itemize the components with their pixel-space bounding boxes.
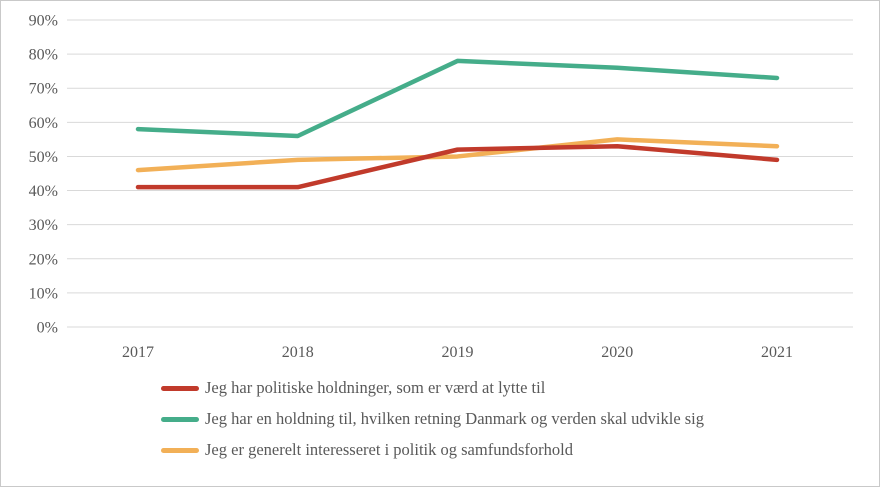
y-axis-tick-label: 70% [29,81,58,98]
legend-item: Jeg har politiske holdninger, som er vær… [161,378,704,397]
legend-line-swatch-icon [161,447,199,453]
y-axis-tick-label: 30% [29,217,58,234]
legend-item: Jeg er generelt interesseret i politik o… [161,441,704,459]
series-line [135,58,780,139]
legend: Jeg har politiske holdninger, som er vær… [161,378,705,459]
legend-label: Jeg har en holdning til, hvilken retning… [205,409,705,429]
x-axis-tick-label: 2020 [601,344,633,361]
y-axis-tick-label: 60% [29,115,58,132]
legend-line-swatch-icon [161,385,199,391]
x-axis-tick-label: 2019 [442,344,474,361]
legend-item: Jeg har en holdning til, hvilken retning… [161,409,705,429]
series-line [135,137,780,173]
plot-area: 0% 10% 20% 30% 40% 50% 60% 70% 80% 90% 2017 2018 201… [29,13,853,361]
legend-label: Jeg er generelt interesseret i politik o… [205,440,573,460]
x-axis-tick-label: 2018 [282,344,314,361]
legend-label: Jeg har politiske holdninger, som er vær… [205,378,546,397]
legend-line-swatch-icon [161,416,199,422]
x-axis-tick-label: 2017 [122,344,154,361]
y-axis-tick-label: 50% [29,149,58,166]
y-axis-tick-label: 80% [29,47,58,64]
series-line [135,143,780,190]
y-axis-tick-label: 90% [29,13,58,30]
y-axis-tick-label: 0% [37,320,58,337]
x-axis-tick-label: 2021 [761,344,793,361]
y-axis-tick-label: 40% [29,183,58,200]
y-axis-tick-label: 10% [29,285,58,302]
y-axis-tick-label: 20% [29,251,58,268]
